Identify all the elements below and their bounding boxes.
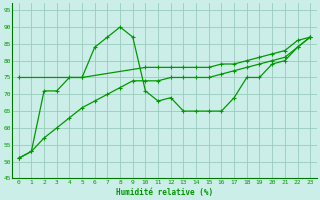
X-axis label: Humidité relative (%): Humidité relative (%) [116,188,213,197]
